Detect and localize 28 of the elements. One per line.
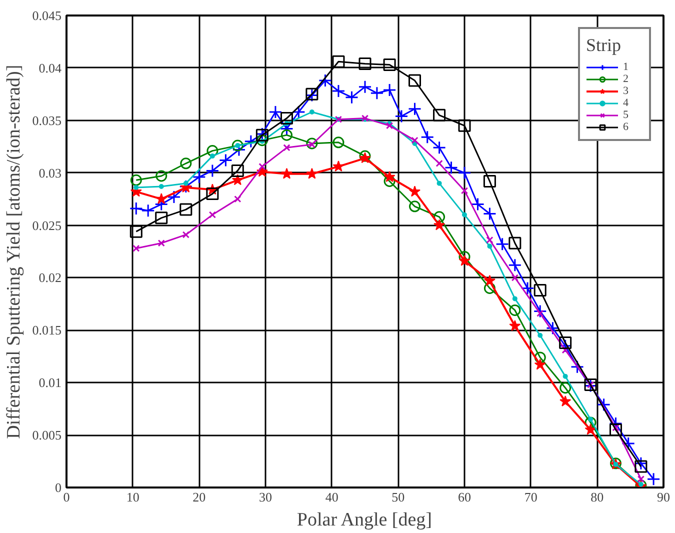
- legend-title: Strip: [586, 35, 622, 56]
- y-tick-label: 0.015: [32, 322, 62, 338]
- legend-label: 3: [623, 85, 630, 97]
- x-tick-label: 90: [657, 490, 670, 504]
- y-tick-label: 0.045: [32, 8, 62, 23]
- x-tick-label: 10: [126, 490, 140, 504]
- x-tick-label: 20: [192, 490, 206, 504]
- legend-label: 4: [623, 97, 630, 109]
- x-axis-title: Polar Angle [deg]: [296, 510, 432, 530]
- x-tick-label: 30: [259, 490, 272, 504]
- y-axis-title: Differential Sputtering Yield [atoms/(ion-sterad)]: [3, 64, 24, 439]
- x-tick-label: 40: [325, 490, 338, 504]
- legend-label: 1: [623, 61, 630, 73]
- y-tick-label: 0.01: [38, 375, 62, 390]
- y-tick-label: 0: [55, 480, 62, 495]
- x-tick-label: 50: [392, 490, 405, 504]
- legend-label: 5: [623, 109, 630, 121]
- x-tick-label: 70: [524, 490, 538, 504]
- legend-label: 6: [623, 121, 630, 133]
- y-tick-label: 0.025: [32, 218, 62, 233]
- x-tick-label: 60: [458, 490, 471, 504]
- y-tick-label: 0.005: [32, 428, 62, 443]
- y-tick-label: 0.035: [32, 112, 62, 128]
- y-tick-label: 0.04: [38, 60, 62, 76]
- y-tick-label: 0.02: [38, 270, 62, 286]
- x-tick-label: 80: [590, 490, 604, 504]
- y-tick-label: 0.03: [38, 165, 62, 180]
- legend-label: 2: [623, 73, 630, 85]
